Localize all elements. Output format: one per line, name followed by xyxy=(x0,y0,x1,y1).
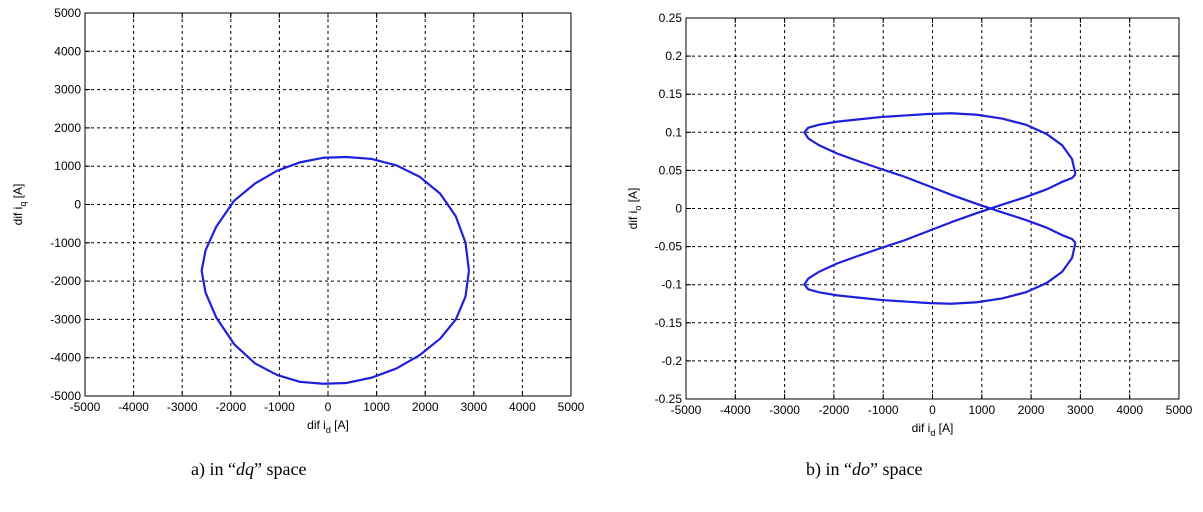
y-tick-label: 0.15 xyxy=(659,87,683,101)
y-tick-label: 0.05 xyxy=(659,163,683,177)
y-tick-label: 3000 xyxy=(54,83,81,97)
x-tick-label: 4000 xyxy=(509,400,536,414)
x-tick-label: 5000 xyxy=(558,400,585,414)
x-tick-label: 2000 xyxy=(412,400,439,414)
y-tick-label: -0.25 xyxy=(655,392,683,406)
x-tick-label: -2000 xyxy=(819,403,850,417)
x-tick-label: 1000 xyxy=(968,403,995,417)
x-tick-label: -5000 xyxy=(70,400,101,414)
y-tick-label: -0.15 xyxy=(655,316,683,330)
y-tick-label: 0.25 xyxy=(659,11,683,25)
x-tick-label: -1000 xyxy=(868,403,899,417)
chart-dq-space: -5000 -4000 -3000 -2000 -1000 0 1000 2000 3000 40… xyxy=(11,6,585,435)
x-tick-label: 3000 xyxy=(1067,403,1094,417)
y-tick-label: -0.2 xyxy=(661,354,682,368)
caption-dq: a) in “dq” space xyxy=(191,459,307,479)
series-line-0 xyxy=(803,112,1077,244)
y-tick-label: 0.1 xyxy=(665,125,682,139)
y-tick-label: 0 xyxy=(74,198,81,212)
x-tick-label: 3000 xyxy=(460,400,487,414)
y-tick-label: -0.1 xyxy=(661,278,682,292)
y-tick-label: 1000 xyxy=(54,159,81,173)
x-tick-label: -3000 xyxy=(167,400,198,414)
caption-do: b) in “do” space xyxy=(806,459,923,479)
y-tick-label: -1000 xyxy=(50,236,81,250)
x-tick-label: 1000 xyxy=(363,400,390,414)
x-tick-label: -3000 xyxy=(769,403,800,417)
x-tick-label: 5000 xyxy=(1166,403,1193,417)
series-line-0 xyxy=(200,155,471,385)
y-tick-label: -2000 xyxy=(50,274,81,288)
y-tick-label: 4000 xyxy=(54,44,81,58)
y-axis-label: dif io [A] xyxy=(626,188,643,230)
chart-do-space: -5000 -4000 -3000 -2000 -1000 0 1000 2000 3000 40… xyxy=(626,11,1193,438)
y-tick-label: -4000 xyxy=(50,351,81,365)
x-tick-label: -2000 xyxy=(215,400,246,414)
y-tick-label: 5000 xyxy=(54,6,81,20)
y-tick-label: 0.2 xyxy=(665,49,682,63)
x-tick-label: -5000 xyxy=(671,403,702,417)
y-tick-label: -5000 xyxy=(50,389,81,403)
x-tick-label: -4000 xyxy=(720,403,751,417)
x-tick-label: -1000 xyxy=(264,400,295,414)
y-tick-label: 0 xyxy=(675,202,682,216)
x-tick-label: -4000 xyxy=(118,400,149,414)
x-axis-label: dif id [A] xyxy=(912,421,954,438)
x-tick-label: 0 xyxy=(929,403,936,417)
y-tick-label: -0.05 xyxy=(655,240,683,254)
x-axis-label: dif id [A] xyxy=(307,418,349,435)
y-axis-label: dif iq [A] xyxy=(11,184,28,226)
series-line-1 xyxy=(803,173,1077,305)
x-tick-label: 4000 xyxy=(1116,403,1143,417)
x-tick-label: 2000 xyxy=(1018,403,1045,417)
y-tick-label: -3000 xyxy=(50,312,81,326)
y-tick-label: 2000 xyxy=(54,121,81,135)
x-tick-label: 0 xyxy=(325,400,332,414)
